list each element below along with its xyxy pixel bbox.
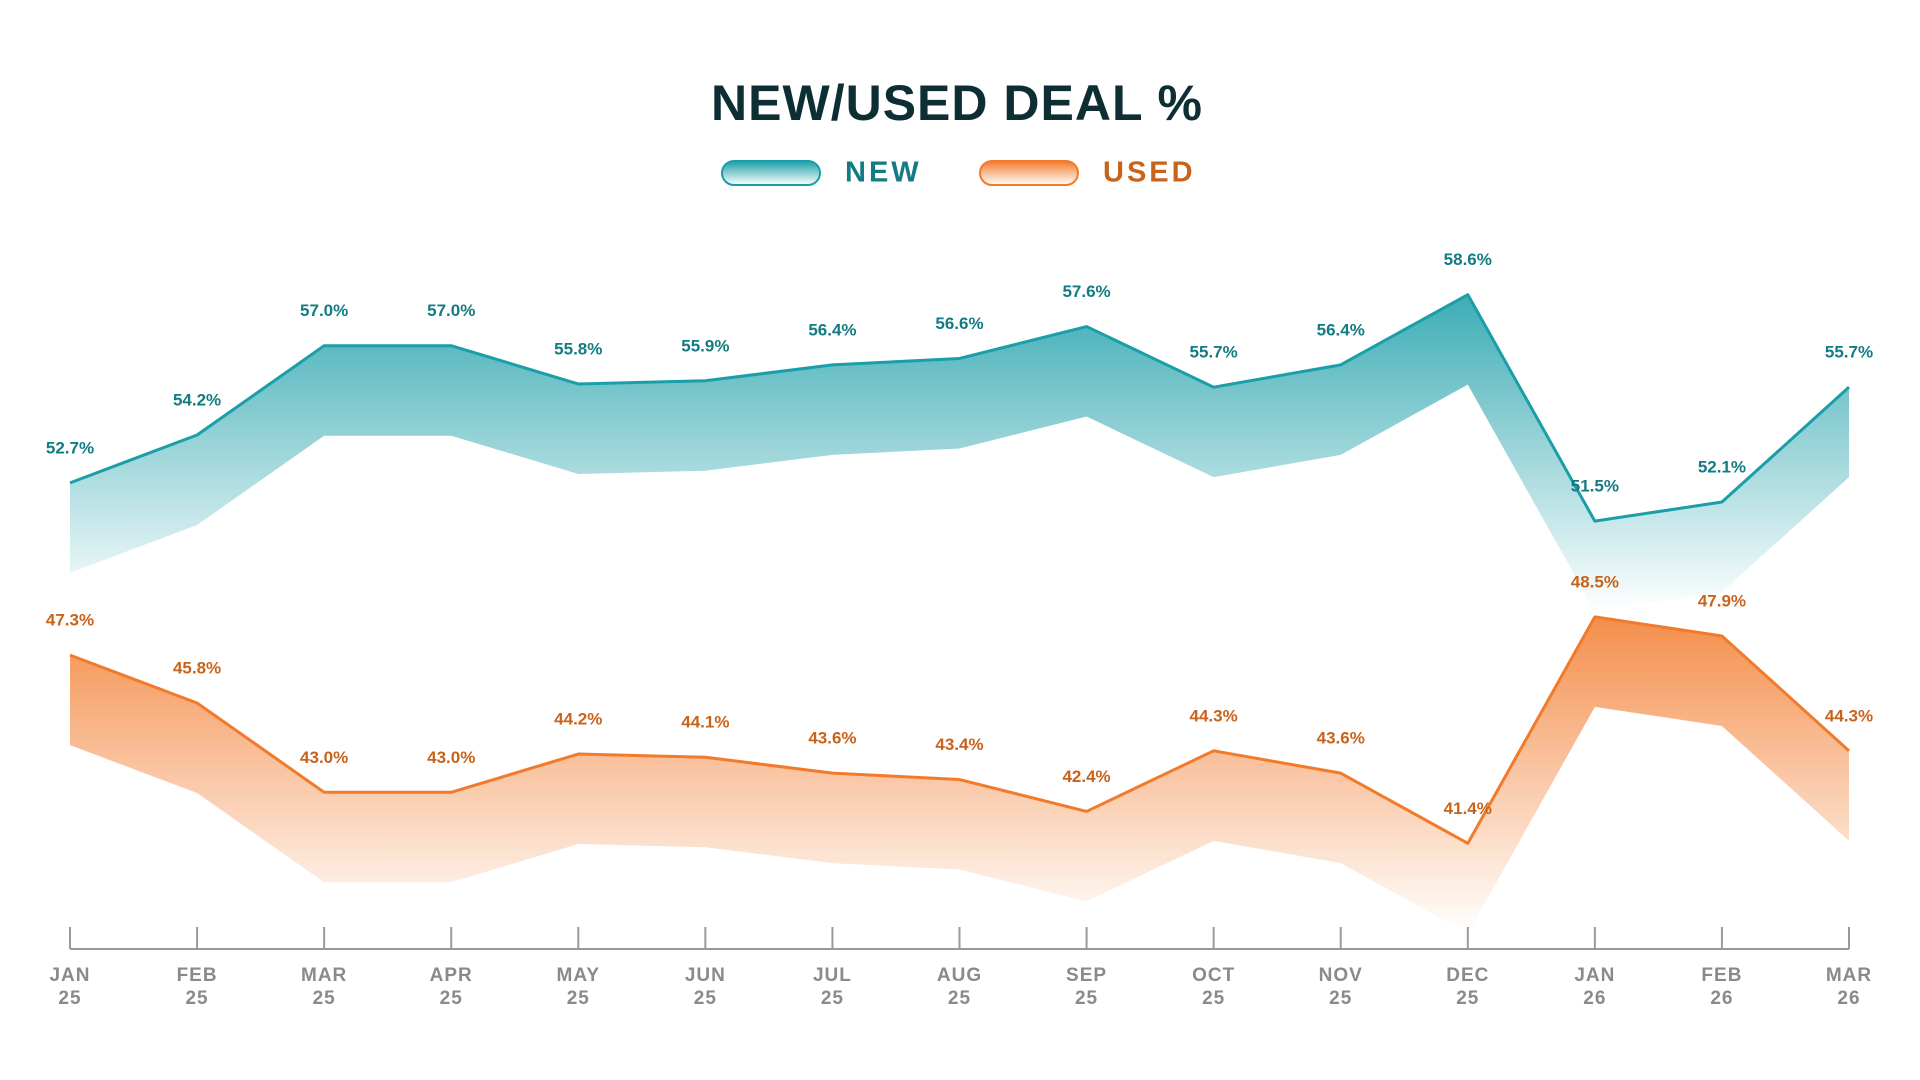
value-label: 57.0%	[427, 301, 475, 320]
value-label: 55.8%	[554, 339, 602, 358]
area-shade	[70, 616, 1849, 934]
value-label: 56.4%	[808, 320, 856, 339]
x-tick-label: SEP 25	[1066, 965, 1108, 1009]
x-tick-label: JAN 26	[1574, 965, 1616, 1009]
value-label: 55.7%	[1825, 343, 1873, 362]
x-tick-label: JUL 25	[812, 965, 852, 1009]
value-label: 52.7%	[46, 438, 94, 457]
x-tick-label: AUG 25	[936, 965, 983, 1009]
value-label: 43.4%	[935, 735, 983, 754]
value-label: 54.2%	[173, 391, 221, 410]
value-label: 48.5%	[1571, 572, 1619, 591]
x-tick-label: NOV 25	[1318, 965, 1363, 1009]
legend-swatch	[979, 160, 1079, 186]
value-label: 52.1%	[1698, 457, 1746, 476]
value-label: 58.6%	[1444, 250, 1492, 269]
legend-swatch	[721, 160, 821, 186]
series-line	[69, 615, 1851, 845]
value-label: 56.6%	[935, 314, 983, 333]
legend-label: NEW	[845, 157, 922, 189]
value-label: 43.0%	[300, 748, 348, 767]
value-label: 44.3%	[1825, 706, 1873, 725]
x-tick-label: JUN 25	[684, 965, 726, 1009]
value-label: 56.4%	[1317, 320, 1365, 339]
value-label: 57.6%	[1062, 282, 1110, 301]
legend-label: USED	[1103, 157, 1196, 189]
x-tick-label: OCT 25	[1192, 965, 1236, 1009]
x-tick-label: DEC 25	[1446, 965, 1490, 1009]
x-tick-label: APR 25	[429, 965, 473, 1009]
value-label: 43.6%	[1317, 729, 1365, 748]
value-label: 42.4%	[1062, 767, 1110, 786]
area-shade	[70, 294, 1849, 612]
value-label: 45.8%	[173, 658, 221, 677]
value-label: 55.7%	[1190, 343, 1238, 362]
value-label: 44.2%	[554, 710, 602, 729]
value-label: 47.9%	[1698, 591, 1746, 610]
value-label: 41.4%	[1444, 799, 1492, 818]
value-label: 47.3%	[46, 611, 94, 630]
x-tick-label: FEB 26	[1701, 965, 1743, 1009]
x-tick-label: MAR 25	[301, 965, 348, 1009]
x-tick-label: MAY 25	[556, 965, 601, 1009]
x-tick-label: FEB 25	[176, 965, 218, 1009]
value-label: 57.0%	[300, 301, 348, 320]
series-line	[69, 293, 1851, 523]
chart-title: NEW/USED DEAL %	[711, 75, 1203, 131]
value-label: 43.0%	[427, 748, 475, 767]
x-tick-label: MAR 26	[1825, 965, 1873, 1009]
value-label: 43.6%	[808, 729, 856, 748]
value-label: 55.9%	[681, 336, 729, 355]
value-label: 51.5%	[1571, 477, 1619, 496]
value-label: 44.3%	[1190, 706, 1238, 725]
x-tick-label: JAN 25	[49, 965, 91, 1009]
value-label: 44.1%	[681, 713, 729, 732]
